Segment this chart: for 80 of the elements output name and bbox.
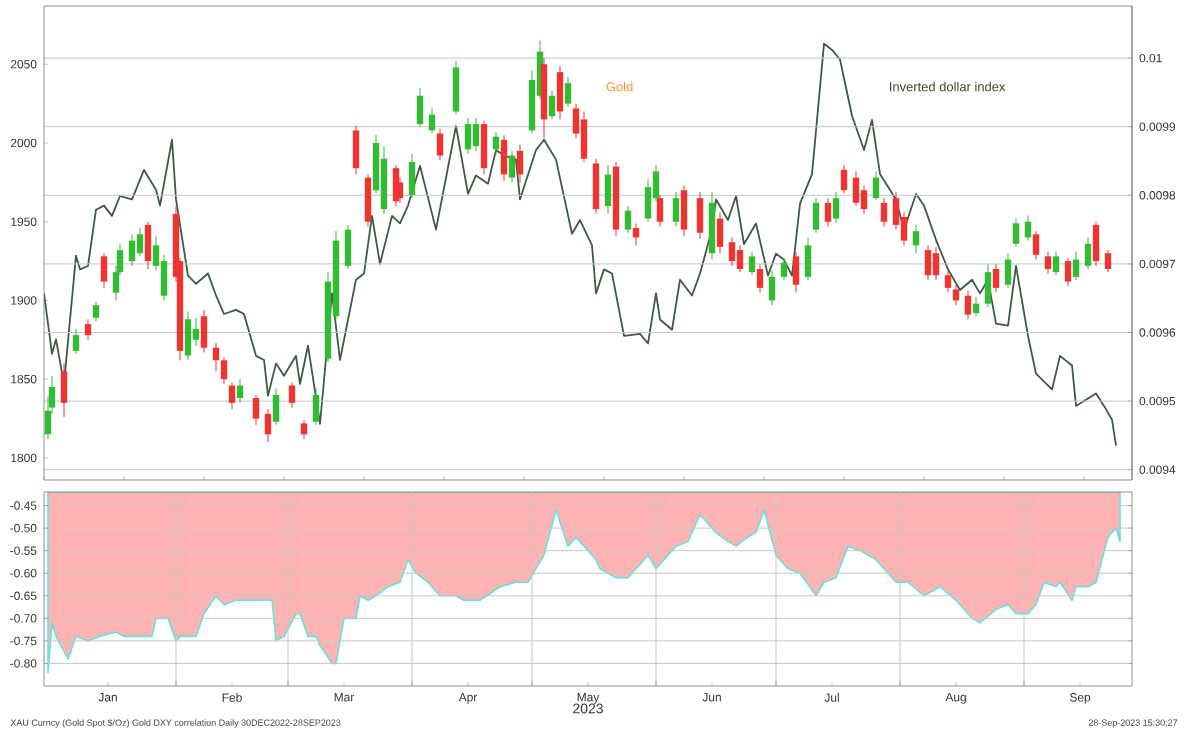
candlestick [408, 153, 416, 199]
candlestick [860, 185, 868, 215]
candlestick [500, 134, 508, 182]
candlestick [780, 257, 788, 281]
candlestick [696, 191, 704, 240]
candlestick [756, 263, 764, 294]
candlestick [508, 150, 516, 183]
candlestick [184, 311, 192, 361]
candlestick [672, 191, 680, 227]
candlestick [1092, 221, 1100, 267]
candlestick [480, 120, 488, 175]
candlestick [128, 233, 136, 267]
candlestick [924, 244, 932, 281]
candlestick [748, 251, 756, 276]
candlestick [952, 284, 960, 306]
candlestick [944, 270, 952, 294]
candlestick [644, 178, 652, 223]
candlestick [564, 76, 572, 108]
candlestick [352, 125, 360, 175]
candlestick [1044, 251, 1052, 275]
candlestick [272, 388, 280, 426]
candlestick [344, 224, 352, 270]
candlestick [932, 246, 940, 281]
candlestick [1052, 251, 1060, 276]
candlestick [364, 173, 372, 227]
candlestick [1072, 251, 1080, 281]
candlestick [964, 290, 972, 320]
candlestick [840, 164, 848, 194]
candlestick [716, 211, 724, 254]
candlestick [72, 328, 80, 355]
candlestick [580, 111, 588, 163]
candlestick [632, 222, 640, 246]
candlestick [604, 164, 612, 215]
candlestick [228, 381, 236, 410]
candlestick [1012, 218, 1020, 248]
candlestick [312, 388, 320, 426]
candlestick [912, 224, 920, 254]
candlestick [288, 381, 296, 409]
candlestick [452, 60, 460, 116]
candlestick [812, 197, 820, 234]
candlestick [548, 90, 556, 120]
candlestick [768, 270, 776, 306]
candlestick [220, 356, 228, 385]
candlestick [252, 394, 260, 426]
candlestick [556, 65, 564, 120]
candlestick [804, 236, 812, 281]
candlestick [992, 263, 1000, 294]
candlestick [200, 309, 208, 353]
candlestick [592, 158, 600, 215]
candlestick [872, 170, 880, 201]
candlestick [92, 301, 100, 322]
candlestick [436, 128, 444, 161]
line-series [44, 42, 1117, 447]
candlestick [792, 251, 800, 294]
candlestick [472, 117, 480, 152]
candlestick [1032, 230, 1040, 261]
candlestick [656, 194, 664, 227]
candlestick [516, 144, 524, 183]
candlestick [464, 117, 472, 155]
candlestick [264, 408, 272, 443]
candlestick [852, 170, 860, 207]
candlestick [300, 419, 308, 440]
candlestick [1084, 236, 1092, 270]
candlestick [728, 236, 736, 267]
candlestick [680, 185, 688, 237]
candlestick [60, 362, 68, 418]
candlestick [84, 318, 92, 341]
candlestick [984, 263, 992, 308]
candlestick [136, 227, 144, 257]
candlestick [624, 205, 632, 234]
candlestick [824, 197, 832, 227]
candlestick [832, 191, 840, 224]
candlestick [1104, 249, 1112, 273]
candlestick [416, 87, 424, 128]
candlestick [144, 221, 152, 270]
candlestick [736, 244, 744, 273]
candlestick [1004, 252, 1012, 289]
candlestick [1064, 257, 1072, 287]
candlestick [100, 252, 108, 289]
candlestick [880, 197, 888, 227]
